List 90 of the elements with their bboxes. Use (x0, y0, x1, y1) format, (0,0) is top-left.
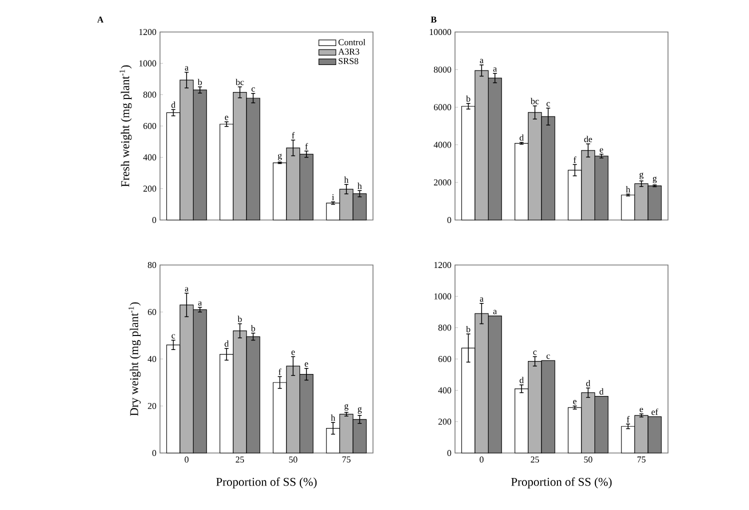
data-label: d (520, 376, 524, 384)
x-tick-label: 0 (480, 456, 484, 463)
data-label: f (278, 368, 282, 375)
data-label: h (330, 414, 336, 421)
y-tick-label: 8000 (434, 66, 452, 73)
data-label: b (466, 326, 470, 332)
x-tick-label: 75 (342, 456, 351, 462)
y-tick-label: 600 (438, 356, 452, 362)
data-label: a (493, 67, 497, 72)
x-tick-label: 50 (584, 456, 592, 463)
y-tick-label: 4000 (434, 142, 452, 148)
data-label: de (584, 136, 592, 142)
data-label: b (250, 325, 256, 332)
legend-label: A3R3 (338, 48, 360, 55)
data-label: e (304, 362, 308, 367)
data-label: a (493, 310, 497, 314)
data-label: bc (236, 78, 244, 86)
data-label: g (652, 176, 657, 184)
y-axis-title: Dry weight (mg plant$^{-1}$) (128, 302, 141, 416)
data-label: i (332, 194, 334, 200)
y-tick-label: 800 (438, 324, 452, 331)
data-label: e (573, 400, 576, 404)
data-label: g (278, 154, 282, 160)
y-axis-title: Fresh weight (mg plant$^{-1}$) (120, 65, 132, 187)
y-tick-label: 6000 (434, 104, 452, 110)
data-label: g (344, 404, 348, 411)
data-label: bc (530, 98, 539, 104)
y-tick-label: 400 (438, 387, 452, 394)
data-label: h (626, 186, 630, 192)
data-label: e (640, 408, 644, 412)
data-label: c (172, 334, 176, 339)
chart-title: A (97, 16, 104, 23)
data-label: a (480, 297, 484, 302)
y-tick-label: 2000 (434, 179, 452, 186)
y-tick-label: 200 (438, 418, 452, 425)
y-tick-label: 40 (148, 356, 156, 362)
data-label: e (291, 350, 295, 355)
data-label: a (184, 287, 188, 292)
data-label: e (224, 116, 228, 120)
x-tick-label: 0 (184, 456, 189, 463)
data-label: b (238, 316, 242, 322)
data-label: a (480, 58, 484, 64)
data-label: f (574, 156, 576, 163)
chart-title: B (430, 16, 436, 23)
legend-label: SRS8 (338, 58, 358, 64)
y-tick-label: 0 (447, 450, 452, 456)
x-tick-label: 75 (637, 456, 646, 462)
data-label: d (586, 380, 590, 386)
x-axis-title: Proportion of SS (%) (511, 477, 612, 488)
data-label: c (546, 354, 550, 359)
legend-label: Control (338, 38, 366, 46)
data-label: ef (652, 408, 658, 415)
data-label: a (198, 301, 202, 306)
data-label: c (252, 87, 255, 92)
data-label: d (600, 388, 604, 395)
y-tick-label: 0 (447, 216, 452, 224)
x-tick-label: 50 (289, 456, 298, 463)
data-label: h (344, 176, 348, 183)
y-tick-label: 10000 (430, 28, 452, 36)
x-tick-label: 25 (530, 456, 540, 463)
data-label: f (292, 132, 295, 138)
data-label: d (520, 134, 524, 141)
data-label: d (171, 102, 176, 108)
data-label: g (358, 407, 362, 414)
y-tick-label: 60 (148, 308, 156, 316)
y-tick-label: 1200 (139, 28, 156, 36)
x-axis-title: Proportion of SS (%) (216, 477, 317, 488)
y-tick-label: 600 (143, 122, 156, 130)
y-tick-label: 0 (152, 450, 156, 456)
y-tick-label: 800 (143, 92, 156, 98)
data-label: d (224, 340, 229, 347)
data-label: b (466, 95, 470, 102)
data-label: c (546, 102, 550, 106)
data-label: e (600, 148, 604, 153)
data-label: b (198, 78, 202, 86)
y-tick-label: 1000 (139, 60, 156, 66)
y-tick-label: 1200 (434, 262, 452, 268)
data-label: f (305, 143, 308, 150)
y-tick-label: 0 (152, 216, 156, 224)
x-tick-label: 25 (236, 456, 244, 463)
y-tick-label: 80 (148, 262, 156, 268)
data-label: a (184, 66, 188, 71)
data-label: c (533, 350, 537, 355)
y-tick-label: 400 (143, 154, 156, 160)
data-label: h (358, 182, 362, 189)
y-tick-label: 1000 (434, 293, 452, 300)
data-label: g (640, 172, 644, 180)
y-tick-label: 200 (143, 186, 156, 192)
data-label: f (626, 416, 630, 422)
y-tick-label: 20 (148, 402, 156, 410)
